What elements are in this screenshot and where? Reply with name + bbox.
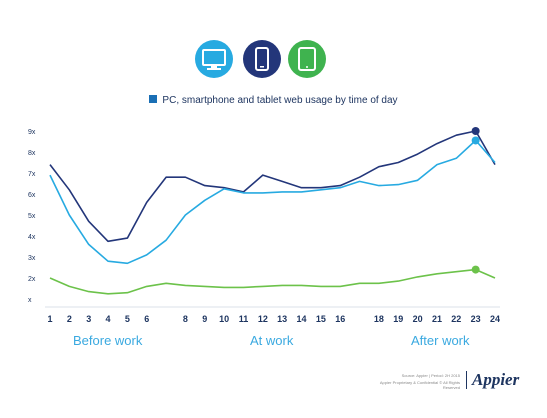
desktop-icon <box>195 40 233 78</box>
series-marker-0 <box>471 127 480 135</box>
series-marker-2 <box>471 265 480 274</box>
y-tick-label: 8x <box>28 150 36 157</box>
tablet-glyph <box>288 40 326 78</box>
series-line-2 <box>49 268 496 295</box>
group-label-after-work: After work <box>411 333 470 348</box>
y-tick-label: 3x <box>28 255 36 262</box>
x-tick-label: 23 <box>471 314 481 324</box>
x-tick-label: 18 <box>374 314 384 324</box>
y-tick-label: x <box>28 297 32 304</box>
chart-legend: PC, smartphone and tablet web usage by t… <box>0 95 547 106</box>
smartphone-glyph <box>243 40 281 78</box>
x-tick-label: 8 <box>183 314 188 324</box>
x-tick-label: 24 <box>490 314 500 324</box>
x-tick-label: 12 <box>258 314 268 324</box>
series-line-1 <box>49 139 496 265</box>
x-tick-label: 14 <box>297 314 307 324</box>
x-tick-label: 9 <box>202 314 207 324</box>
x-tick-label: 13 <box>277 314 287 324</box>
y-tick-label: 7x <box>28 171 36 178</box>
x-tick-label: 16 <box>335 314 345 324</box>
x-tick-label: 6 <box>144 314 149 324</box>
series-line-0 <box>49 130 496 243</box>
x-tick-label: 4 <box>106 314 111 324</box>
x-tick-label: 11 <box>239 314 249 324</box>
legend-text: PC, smartphone and tablet web usage by t… <box>162 95 398 106</box>
smartphone-icon <box>243 40 281 78</box>
y-tick-label: 2x <box>28 276 36 283</box>
x-tick-label: 1 <box>47 314 52 324</box>
x-tick-label: 2 <box>67 314 72 324</box>
desktop-glyph <box>195 40 233 78</box>
x-tick-label: 21 <box>432 314 442 324</box>
group-label-before-work: Before work <box>73 333 143 348</box>
footer-source: Source: Appier | Period: 2H 2015 <box>401 373 460 378</box>
x-tick-label: 3 <box>86 314 91 324</box>
device-icons <box>0 40 547 80</box>
series-marker-1 <box>471 136 480 145</box>
y-tick-label: 4x <box>28 234 36 241</box>
tablet-icon <box>288 40 326 78</box>
appier-logo: Appier <box>472 370 520 389</box>
x-tick-label: 22 <box>451 314 461 324</box>
group-label-at-work: At work <box>250 333 294 348</box>
y-tick-label: 9x <box>28 129 36 136</box>
x-tick-label: 5 <box>125 314 130 324</box>
y-tick-label: 6x <box>28 192 36 199</box>
x-tick-label: 20 <box>413 314 423 324</box>
x-tick-label: 15 <box>316 314 326 324</box>
brand-divider <box>466 371 467 389</box>
x-tick-label: 19 <box>393 314 403 324</box>
y-tick-label: 5x <box>28 213 36 220</box>
legend-swatch <box>149 95 158 103</box>
x-tick-label: 10 <box>219 314 229 324</box>
footer-rights: Appier Proprietary & Confidential © All … <box>379 380 460 390</box>
